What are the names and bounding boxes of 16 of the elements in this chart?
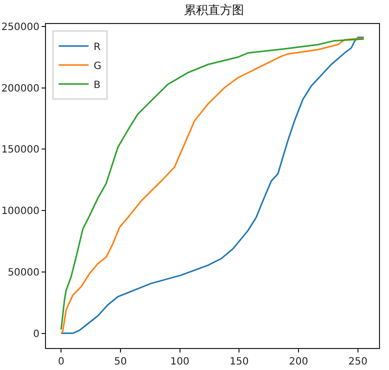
legend-label: B [94, 80, 101, 91]
x-tick-label: 50 [114, 356, 127, 368]
legend-label: R [94, 42, 101, 53]
y-tick-label: 0 [33, 328, 40, 340]
x-tick-label: 100 [170, 356, 190, 368]
x-tick-label: 200 [289, 356, 308, 368]
chart-title: 累积直方图 [184, 2, 244, 17]
y-tick-label: 50000 [8, 267, 40, 278]
y-tick-label: 250000 [1, 22, 40, 33]
x-tick-label: 0 [58, 356, 64, 368]
y-tick-label: 100000 [1, 206, 40, 218]
y-tick-label: 200000 [1, 83, 40, 94]
x-tick-label: 150 [230, 356, 249, 368]
x-tick-label: 250 [348, 356, 368, 368]
y-tick-label: 150000 [1, 144, 40, 156]
legend-label: G [94, 60, 102, 72]
